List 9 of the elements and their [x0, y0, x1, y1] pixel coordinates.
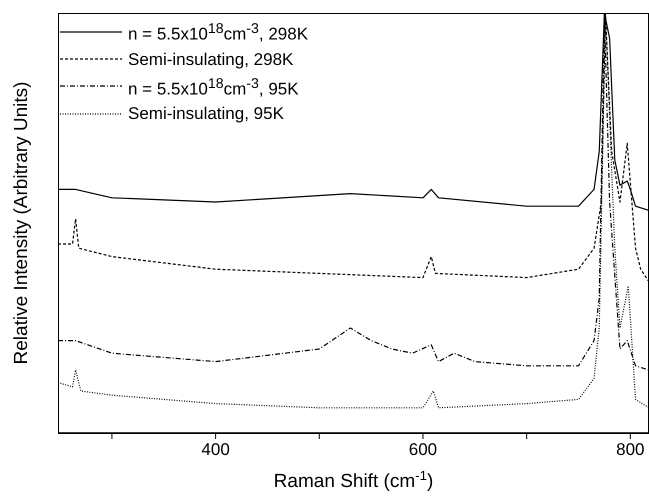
x-axis-title: Raman Shift (cm$^{-1}$) — [274, 468, 434, 492]
legend-label: Semi-insulating, 95K — [128, 103, 284, 126]
x-tick-label: 800 — [616, 440, 645, 459]
y-axis-title: Relative Intensity (Arbitrary Units) — [11, 82, 33, 364]
legend-label: n = 5.5x10$^{18}$cm$^{-3}$, 95K — [128, 74, 299, 100]
legend-label: n = 5.5x10$^{18}$cm$^{-3}$, 298K — [128, 20, 308, 46]
legend-label: Semi-insulating, 298K — [128, 48, 294, 71]
x-tick-label: 400 — [201, 440, 230, 459]
x-tick-label: 600 — [408, 440, 438, 459]
